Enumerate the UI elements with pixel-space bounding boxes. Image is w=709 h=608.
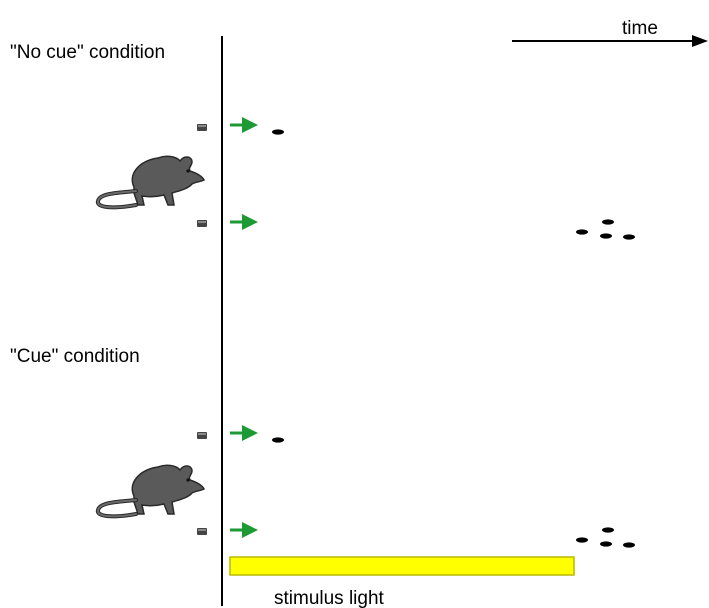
pellet <box>272 437 284 443</box>
pellet <box>600 233 612 239</box>
time-label: time <box>622 18 658 39</box>
pellet <box>623 542 635 548</box>
stimulus-light-bar <box>229 556 575 576</box>
condition-label-no-cue: "No cue" condition <box>10 42 165 63</box>
rat-icon <box>95 463 206 519</box>
pellet <box>600 541 612 547</box>
pellet <box>576 229 588 235</box>
condition-label-cue: "Cue" condition <box>10 346 140 367</box>
response-arrow-icon <box>228 212 260 232</box>
pellet <box>602 219 614 225</box>
hopper-icon <box>197 124 207 131</box>
time-arrow <box>512 35 708 47</box>
rat-icon <box>95 154 206 210</box>
pellet <box>602 527 614 533</box>
hopper-icon <box>197 528 207 535</box>
response-arrow-icon <box>228 115 260 135</box>
response-arrow-icon <box>228 423 260 443</box>
hopper-icon <box>197 220 207 227</box>
response-arrow-icon <box>228 520 260 540</box>
pellet <box>623 234 635 240</box>
pellet <box>272 129 284 135</box>
hopper-icon <box>197 432 207 439</box>
stimulus-light-label: stimulus light <box>274 588 385 608</box>
pellet <box>576 537 588 543</box>
